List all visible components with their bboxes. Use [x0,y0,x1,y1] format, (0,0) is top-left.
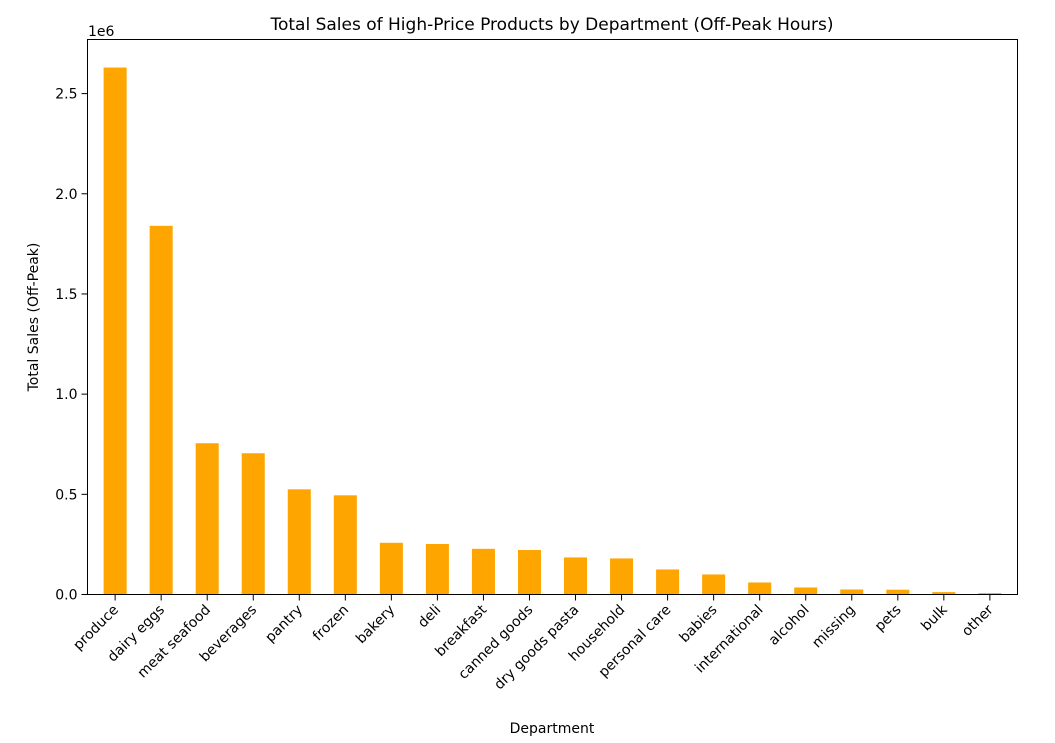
bar-dry-goods-pasta [564,557,588,595]
chart-title: Total Sales of High-Price Products by De… [269,15,833,35]
bar-beverages [241,453,265,595]
y-tick-label: 1.5 [55,287,77,303]
bar-pets [886,589,910,595]
bar-canned-goods [517,550,541,595]
x-axis-label: Department [510,721,595,737]
bar-babies [702,574,726,595]
plot-frame [87,39,1018,595]
bar-frozen [333,495,357,595]
bar-produce [103,67,127,595]
bar-other [978,593,1002,595]
y-axis-label: Total Sales (Off-Peak) [26,243,42,393]
y-tick-label: 2.0 [55,187,77,203]
bar-deli [425,544,449,595]
bar-household [610,558,634,595]
y-axis-ticks: 0.0 0.5 1.0 1.5 2.0 2.5 [55,87,88,604]
y-tick-label: 2.5 [55,87,77,103]
bar-pantry [287,489,311,595]
bar-bulk [932,592,956,595]
y-tick-label: 0.5 [55,487,77,503]
bar-breakfast [471,548,495,595]
bar-missing [840,589,864,595]
bar-meat-seafood [195,443,219,595]
bar-dairy-eggs [149,225,173,595]
y-tick-label: 1.0 [55,387,77,403]
y-axis-offset-label: 1e6 [88,24,115,40]
bar-international [748,582,772,595]
bar-alcohol [794,587,818,595]
bar-personal-care [656,569,680,595]
bar-bakery [379,542,403,595]
bars-group [103,67,1002,595]
y-tick-label: 0.0 [55,588,77,604]
